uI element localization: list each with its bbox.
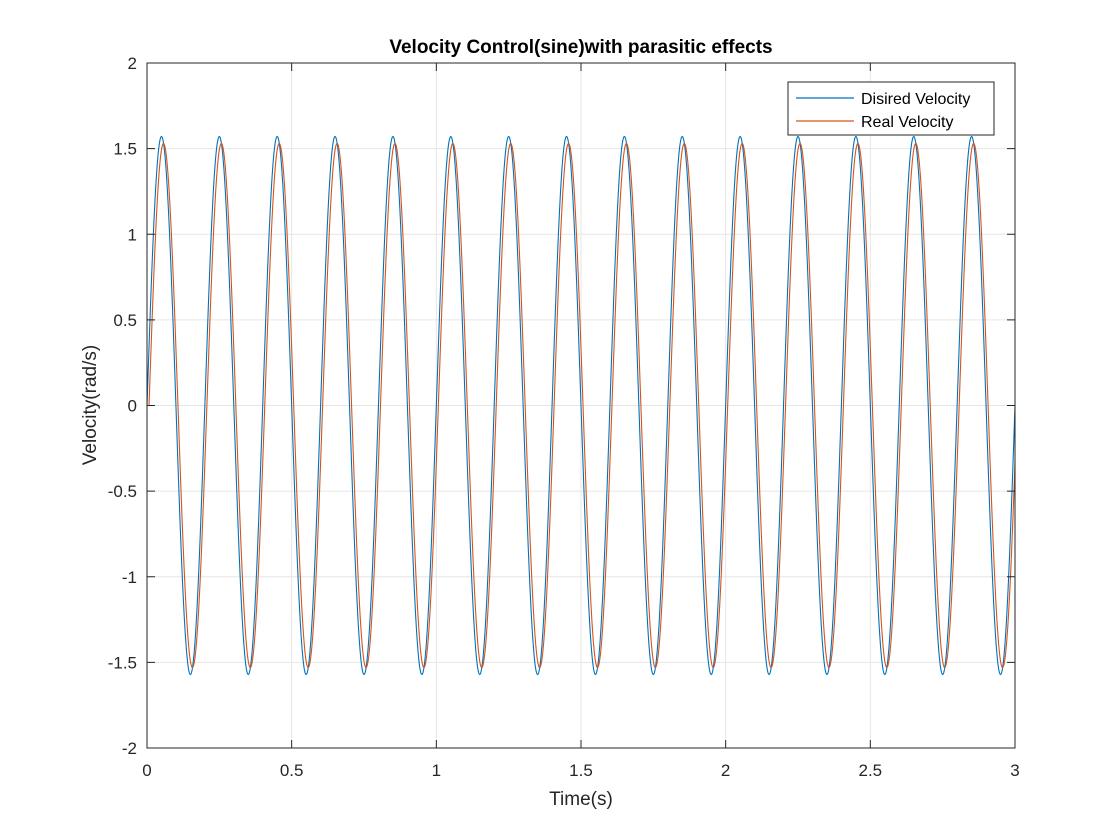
x-tick-label: 0.5	[280, 761, 304, 780]
y-tick-label: 2	[128, 54, 137, 73]
y-axis-label: Velocity(rad/s)	[80, 345, 101, 465]
x-tick-label: 1.5	[569, 761, 593, 780]
ticks	[146, 62, 1016, 749]
x-tick-label: 2	[721, 761, 730, 780]
y-tick-label: -1	[122, 568, 137, 587]
x-axis-label: Time(s)	[549, 789, 613, 810]
y-tick-label: 0	[128, 397, 137, 416]
tick-labels: 0 0.5 1 1.5 2 2.5 3 -2 -1.5 -1 -0.5 0 0.5 1 1.5 2	[108, 54, 1020, 780]
x-tick-label: 0	[142, 761, 151, 780]
y-tick-label: 1	[128, 225, 137, 244]
series-layer	[146, 135, 1016, 676]
y-tick-label: -2	[122, 739, 137, 758]
x-tick-label: 3	[1010, 761, 1019, 780]
y-tick-label: -1.5	[108, 653, 137, 672]
series-line-real-velocity	[147, 142, 1016, 669]
legend-label-disired-velocity: Disired Velocity	[861, 91, 970, 108]
legend: Disired Velocity Real Velocity	[787, 81, 995, 136]
series-line-disired-velocity	[146, 135, 1016, 676]
x-tick-label: 1	[432, 761, 441, 780]
legend-label-real-velocity: Real Velocity	[861, 114, 954, 131]
chart-title: Velocity Control(sine)with parasitic eff…	[389, 37, 772, 58]
y-tick-label: 0.5	[113, 311, 137, 330]
legend-box	[787, 81, 995, 136]
y-tick-label: -0.5	[108, 482, 137, 501]
y-tick-label: 1.5	[113, 140, 137, 159]
x-tick-label: 2.5	[859, 761, 883, 780]
